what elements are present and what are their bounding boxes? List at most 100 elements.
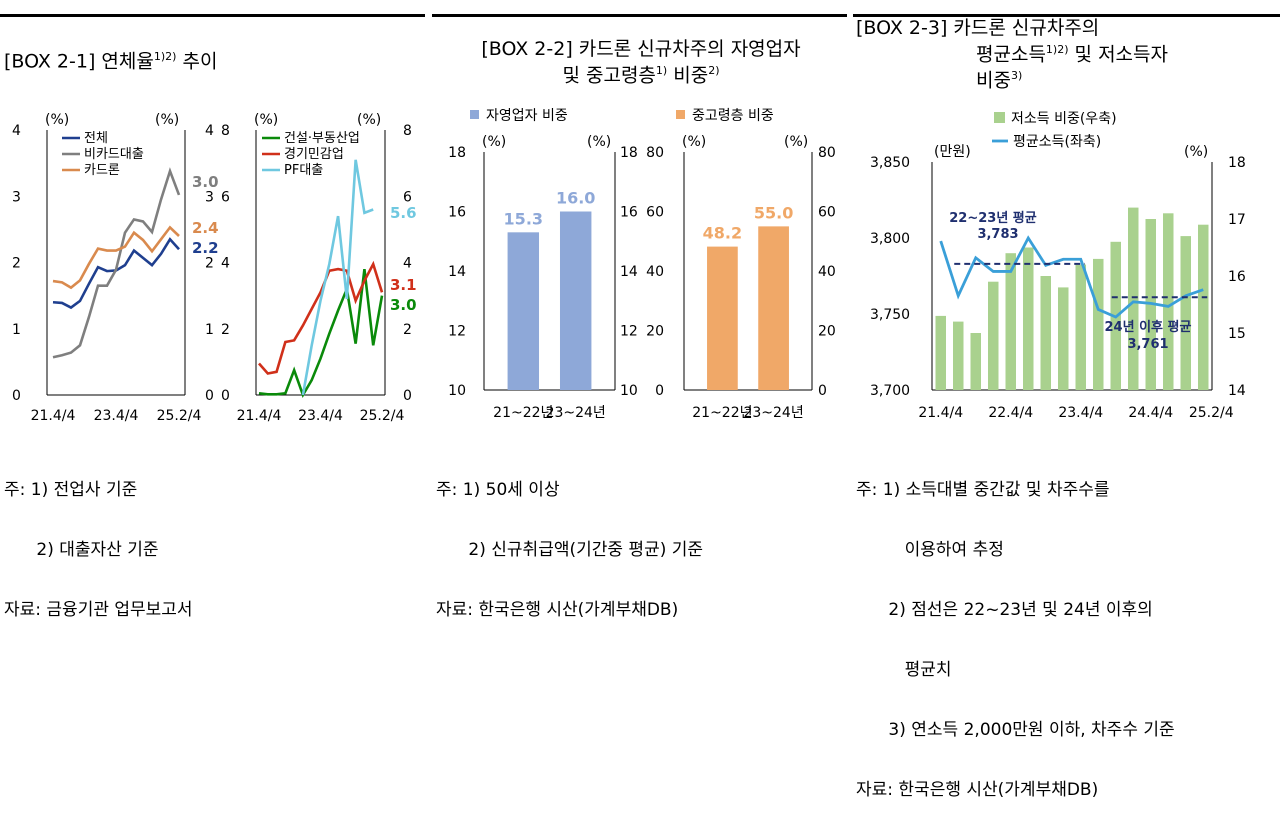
chart2-left-tick: 4 [221, 256, 230, 272]
chart1-x-tick: 25.2/4 [157, 408, 202, 424]
chart5-average-label-1: 24년 이후 평균 [1105, 319, 1192, 335]
chart2-right-unit: (%) [357, 112, 381, 128]
chart1-end-label-0: 2.2 [192, 239, 219, 257]
chart5-bar-8 [1075, 264, 1086, 390]
chart1-end-label-1: 3.0 [192, 173, 219, 191]
chart5-bar-4 [1005, 253, 1016, 390]
note-line: 평균치 [856, 660, 952, 680]
chart4-left-tick: 40 [646, 264, 664, 280]
chart5-average-label-0: 22~23년 평균 [949, 210, 1037, 226]
chart1-x-tick: 23.4/4 [94, 408, 139, 424]
chart5-legend-label-bars: 저소득 비중(우축) [1011, 111, 1117, 127]
chart4-right-tick: 20 [818, 324, 836, 340]
chart2-x-tick: 23.4/4 [298, 408, 343, 424]
chart5-bar-11 [1128, 207, 1139, 390]
chart3-right-tick: 18 [620, 145, 638, 161]
chart3-legend-label: 자영업자 비중 [486, 108, 568, 124]
chart5-average-value-0: 3,783 [977, 227, 1018, 242]
top-rule-box1 [0, 14, 425, 17]
charts-canvas: (%) (%)0 01 12 23 34 421.4/4 23.4/4 25.2/42.23.0… [12, 108, 1246, 424]
note-line: 2) 점선은 22~23년 및 24년 이후의 [856, 600, 1153, 620]
chart4-x-tick: 23~24년 [743, 405, 803, 421]
box3-notes: 주: 1) 소득대별 중간값 및 차주수를 이용하여 추정 2) 점선은 22~… [856, 440, 1175, 820]
chart1-left-tick: 4 [12, 123, 21, 139]
note-line: 주: 1) 소득대별 중간값 및 차주수를 [856, 480, 1110, 500]
chart1-end-label-2: 2.4 [192, 219, 219, 237]
chart4-right-tick: 0 [818, 383, 827, 399]
note-line: 3) 연소득 2,000만원 이하, 차주수 기준 [856, 720, 1175, 740]
chart3-left-tick: 16 [448, 205, 466, 221]
chart5-bar-2 [970, 333, 981, 390]
chart2-left-tick: 6 [221, 189, 230, 205]
chart1-legend-label-0: 전체 [84, 131, 108, 146]
chart2-left-unit: (%) [254, 112, 278, 128]
chart2-end-label-2: 5.6 [390, 204, 417, 222]
note-line: 주: 1) 50세 이상 [436, 480, 560, 500]
chart2-left-tick: 8 [221, 123, 230, 139]
chart2-left-tick: 0 [221, 388, 230, 404]
chart3-data-label-0: 15.3 [504, 209, 543, 228]
chart3-right-tick: 16 [620, 205, 638, 221]
chart2-right-tick: 0 [403, 388, 412, 404]
chart3-right-tick: 10 [620, 383, 638, 399]
chart1-right-tick: 2 [205, 256, 214, 272]
chart1-right-unit: (%) [155, 112, 179, 128]
chart5-x-tick: 25.2/4 [1189, 405, 1234, 421]
note-line: 2) 대출자산 기준 [4, 540, 159, 560]
chart4-data-label-1: 55.0 [754, 203, 793, 222]
chart4-x-tick: 21~22년 [692, 405, 752, 421]
chart1-left-unit: (%) [45, 112, 69, 128]
chart3-left-tick: 14 [448, 264, 466, 280]
note-line: 자료: 금융기관 업무보고서 [4, 600, 193, 620]
chart4-left-tick: 20 [646, 324, 664, 340]
chart5-right-tick: 16 [1228, 269, 1246, 285]
chart5-average-value-1: 3,761 [1127, 337, 1168, 352]
chart3-left-tick: 18 [448, 145, 466, 161]
chart3-left-tick: 10 [448, 383, 466, 399]
chart4-bar-1 [758, 226, 789, 390]
chart5-x-tick: 23.4/4 [1058, 405, 1103, 421]
chart2-left-tick: 2 [221, 322, 230, 338]
chart3-x-tick: 23~24년 [546, 405, 606, 421]
chart5-x-tick: 21.4/4 [918, 405, 963, 421]
note-line: 주: 1) 전업사 기준 [4, 480, 138, 500]
chart2-series-0-line [258, 268, 384, 399]
chart5-left-tick: 3,800 [870, 231, 910, 247]
box2-notes: 주: 1) 50세 이상 2) 신규취급액(기간중 평균) 기준 자료: 한국은… [436, 440, 703, 640]
chart1-legend-label-2: 카드론 [84, 163, 120, 178]
box1-title: [BOX 2-1] 연체율1)2) 추이 [4, 50, 218, 73]
chart4-left-unit: (%) [682, 134, 706, 150]
chart4-right-tick: 60 [818, 205, 836, 221]
chart1-right-tick: 3 [205, 189, 214, 205]
chart2-end-label-0: 3.0 [390, 296, 417, 314]
top-rule-box3 [853, 14, 1280, 17]
chart5-right-tick: 17 [1228, 212, 1246, 228]
chart1-right-tick: 0 [205, 388, 214, 404]
chart5-legend-label-line: 평균소득(좌축) [1013, 134, 1101, 150]
chart1-right-tick: 4 [205, 123, 214, 139]
chart5-bar-1 [953, 321, 964, 390]
chart1-right-tick: 1 [205, 322, 214, 338]
chart5-bar-5 [1023, 247, 1034, 390]
chart4-bar-0 [707, 246, 738, 390]
chart3-right-tick: 14 [620, 264, 638, 280]
chart1-left-tick: 0 [12, 388, 21, 404]
box2-title: [BOX 2-2] 카드론 신규차주의 자영업자 및 중고령층1) 비중2) [481, 38, 801, 87]
chart3-right-tick: 12 [620, 324, 638, 340]
note-line: 자료: 한국은행 시산(가계부채DB) [856, 780, 1099, 800]
chart5-bar-13 [1163, 213, 1174, 390]
chart1-left-tick: 1 [12, 322, 21, 338]
chart5-right-tick: 15 [1228, 326, 1246, 342]
chart4-left-tick: 60 [646, 205, 664, 221]
chart2-right-tick: 6 [403, 189, 412, 205]
chart5-right-tick: 14 [1228, 383, 1246, 399]
chart2-x-tick: 21.4/4 [237, 408, 282, 424]
chart5-bar-3 [988, 281, 999, 390]
chart5-bar-15 [1198, 224, 1209, 390]
chart4-left-tick: 80 [646, 145, 664, 161]
chart2-right-tick: 8 [403, 123, 412, 139]
note-line: 이용하여 추정 [856, 540, 1004, 560]
chart5-right-unit: (%) [1184, 144, 1208, 160]
chart2-legend-label-1: 경기민감업 [284, 147, 344, 162]
chart4-right-unit: (%) [784, 134, 808, 150]
